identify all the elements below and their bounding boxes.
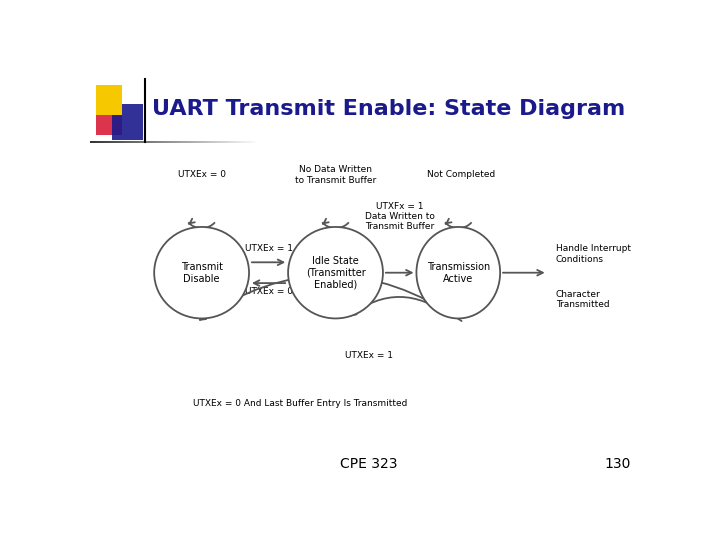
- Text: UTXEx = 0: UTXEx = 0: [245, 287, 292, 296]
- Bar: [96, 85, 122, 114]
- Text: UTXEx = 0 And Last Buffer Entry Is Transmitted: UTXEx = 0 And Last Buffer Entry Is Trans…: [193, 399, 408, 408]
- Text: Not Completed: Not Completed: [427, 171, 495, 179]
- Text: No Data Written
to Transmit Buffer: No Data Written to Transmit Buffer: [295, 165, 376, 185]
- Text: UART Transmit Enable: State Diagram: UART Transmit Enable: State Diagram: [153, 99, 626, 119]
- Text: Idle State
(Transmitter
Enabled): Idle State (Transmitter Enabled): [306, 256, 365, 289]
- Text: 130: 130: [605, 457, 631, 471]
- Text: Handle Interrupt
Conditions: Handle Interrupt Conditions: [556, 244, 631, 264]
- Ellipse shape: [154, 227, 249, 319]
- Text: UTXEx = 1: UTXEx = 1: [345, 352, 393, 360]
- Text: Transmission
Active: Transmission Active: [427, 262, 490, 284]
- Text: UTXEx = 1: UTXEx = 1: [245, 244, 292, 253]
- FancyArrowPatch shape: [200, 275, 462, 321]
- Text: UTXFx = 1
Data Written to
Transmit Buffer: UTXFx = 1 Data Written to Transmit Buffe…: [365, 201, 435, 232]
- Text: Character
Transmitted: Character Transmitted: [556, 290, 610, 309]
- Text: CPE 323: CPE 323: [341, 457, 397, 471]
- Text: Transmit
Disable: Transmit Disable: [181, 262, 222, 284]
- FancyArrowPatch shape: [351, 297, 451, 317]
- Ellipse shape: [288, 227, 383, 319]
- Text: UTXEx = 0: UTXEx = 0: [178, 171, 225, 179]
- Bar: [96, 105, 122, 136]
- Bar: [112, 104, 143, 140]
- Ellipse shape: [416, 227, 500, 319]
